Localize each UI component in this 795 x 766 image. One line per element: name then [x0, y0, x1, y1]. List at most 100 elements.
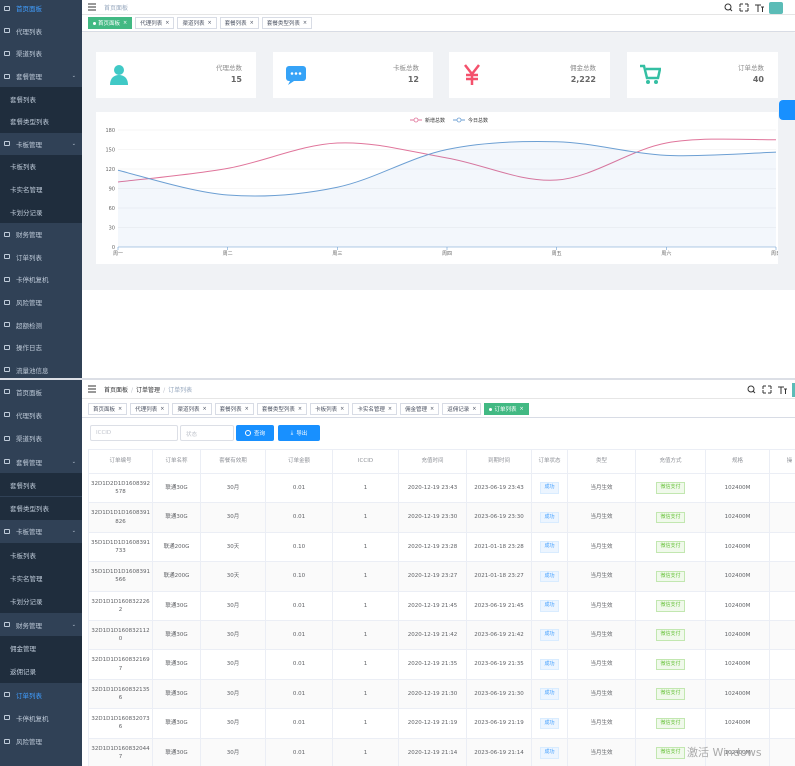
- breadcrumb: 首页面板 / 订单管理 / 订单列表: [104, 385, 192, 394]
- tab[interactable]: 套餐类型列表 ×: [261, 17, 313, 29]
- table-cell: 微信支付: [636, 474, 706, 504]
- query-button[interactable]: 查询: [236, 425, 274, 441]
- table-header-cell: 订单状态: [532, 449, 568, 474]
- tab[interactable]: 渠道列表 ×: [177, 17, 217, 29]
- status-tag: 成功: [540, 717, 559, 730]
- table-cell: 2021-01-18 23:27: [467, 562, 532, 592]
- submenu-item[interactable]: 佣金管理: [0, 636, 82, 660]
- menu-item[interactable]: 订单列表: [0, 246, 82, 269]
- table-cell: [770, 562, 795, 592]
- table-cell: 成功: [532, 474, 568, 504]
- stat-card[interactable]: 代理总数 15: [96, 52, 256, 98]
- table-cell: 30月: [201, 621, 266, 651]
- tab[interactable]: 卡板列表 ×: [310, 403, 350, 415]
- submenu-item[interactable]: 套餐列表: [0, 87, 82, 110]
- stat-card[interactable]: 卡板总数 12: [273, 52, 433, 98]
- table-cell: 1: [333, 709, 399, 739]
- submenu-item[interactable]: 返佣记录: [0, 659, 82, 683]
- tab[interactable]: 代理列表 ×: [130, 403, 170, 415]
- hamburger[interactable]: [88, 385, 96, 393]
- tab[interactable]: 卡实名管理 ×: [352, 403, 398, 415]
- menu-item[interactable]: 卡板管理 ⌄: [0, 520, 82, 543]
- x-tick-label: 周六: [661, 250, 671, 257]
- stat-card[interactable]: 佣金总数 2,222: [449, 52, 610, 98]
- tab[interactable]: 首页面板 ×: [88, 17, 133, 29]
- tab[interactable]: 佣金管理 ×: [400, 403, 440, 415]
- tab[interactable]: 套餐列表 ×: [214, 403, 254, 415]
- menu-item[interactable]: 渠道列表: [0, 427, 82, 450]
- menu-item[interactable]: 风险管理: [0, 730, 82, 753]
- menu-item[interactable]: 首页面板: [0, 0, 82, 20]
- menu-icon: [4, 738, 10, 744]
- submenu-item[interactable]: 卡实名管理: [0, 177, 82, 201]
- table-cell: 32D1D1D1608321356: [88, 679, 153, 710]
- submenu-item[interactable]: 卡划分记录: [0, 589, 82, 613]
- submenu-item[interactable]: 卡板列表: [0, 543, 82, 567]
- menu-item[interactable]: 风险管理: [0, 291, 82, 314]
- menu-item[interactable]: 卡板管理 ⌄: [0, 133, 82, 156]
- menu-item[interactable]: 卡停机复机: [0, 268, 82, 291]
- hamburger[interactable]: [88, 3, 96, 11]
- status-select[interactable]: 状态: [180, 425, 234, 441]
- table-cell: 2023-06-19 21:35: [467, 650, 532, 680]
- tab-label: 渠道列表: [182, 21, 205, 27]
- submenu-item[interactable]: 套餐类型列表: [0, 496, 82, 520]
- pay-tag: 微信支付: [656, 717, 685, 730]
- export-label: 导出: [296, 431, 308, 437]
- menu-item[interactable]: 超额检测: [0, 313, 82, 336]
- iccid-input[interactable]: ICCID: [90, 425, 178, 441]
- menu-item[interactable]: 代理列表: [0, 403, 82, 426]
- breadcrumb-item: 首页面板: [104, 5, 129, 12]
- tab[interactable]: 代理列表 ×: [135, 17, 175, 29]
- x-tick-label: 周五: [552, 251, 562, 257]
- menu-label: 首页面板: [16, 5, 42, 14]
- tab-close: ×: [207, 20, 212, 26]
- submenu-item[interactable]: 套餐类型列表: [0, 110, 82, 133]
- menu-item[interactable]: 套餐管理 ⌄: [0, 450, 82, 473]
- tab-label: 代理列表: [135, 407, 158, 413]
- tab-label: 卡板列表: [315, 407, 338, 413]
- export-button[interactable]: ⤓ 导出: [278, 425, 320, 441]
- table-cell: 成功: [532, 621, 568, 651]
- table-cell: 联通30G: [153, 621, 201, 651]
- tab[interactable]: 套餐列表 ×: [219, 17, 259, 29]
- menu-item[interactable]: 财务管理 ⌄: [0, 613, 82, 636]
- submenu-item[interactable]: 卡实名管理: [0, 566, 82, 590]
- table-cell: 联通30G: [153, 709, 201, 739]
- menu-item[interactable]: 首页面板: [0, 380, 82, 403]
- navbar-icons: [724, 2, 783, 14]
- menu-item[interactable]: 渠道列表: [0, 42, 82, 65]
- table-cell: 联通30G: [153, 591, 201, 621]
- breadcrumb-item[interactable]: 订单管理: [136, 387, 161, 394]
- settings-button[interactable]: [779, 100, 795, 120]
- tab[interactable]: 套餐类型列表 ×: [256, 403, 308, 415]
- menu-icon: [4, 692, 10, 698]
- menu-item[interactable]: 套餐管理 ⌄: [0, 65, 82, 88]
- menu-label: 流量池信息: [16, 366, 49, 375]
- submenu-item[interactable]: 卡板列表: [0, 155, 82, 178]
- menu-item[interactable]: 代理列表: [0, 20, 82, 43]
- menu-item[interactable]: 流量池信息: [0, 359, 82, 378]
- breadcrumb-item[interactable]: 首页面板: [104, 387, 129, 394]
- stat-card[interactable]: 订单总数 40: [627, 52, 778, 98]
- card-value: 2,222: [570, 75, 596, 84]
- menu-item[interactable]: 卡停机复机: [0, 706, 82, 729]
- tab[interactable]: 订单列表 ×: [484, 403, 529, 415]
- table-cell: 30月: [201, 503, 266, 533]
- tab[interactable]: 渠道列表 ×: [172, 403, 212, 415]
- menu-label: 套餐管理: [16, 73, 42, 82]
- menu-item[interactable]: 财务管理: [0, 223, 82, 246]
- tab[interactable]: 首页面板 ×: [88, 403, 128, 415]
- menu-item[interactable]: 操作日志: [0, 336, 82, 359]
- watermark: 激活 Windows: [687, 746, 762, 759]
- tags-view: 首页面板 × 代理列表 × 渠道列表 × 套餐列表 × 套餐类型列表 × 卡板列表 × 卡实名管理 × 佣金…: [82, 400, 795, 418]
- table-cell: 102400M: [706, 679, 770, 710]
- menu-item[interactable]: 订单列表: [0, 683, 82, 706]
- card-label: 代理总数: [216, 64, 242, 72]
- navbar-icons: [747, 383, 795, 397]
- menu-icon: [4, 412, 10, 418]
- submenu-item[interactable]: 套餐列表: [0, 473, 82, 497]
- table-cell: 2020-12-19 23:28: [399, 532, 467, 563]
- submenu-item[interactable]: 卡划分记录: [0, 200, 82, 223]
- tab[interactable]: 返佣记录 ×: [442, 403, 482, 415]
